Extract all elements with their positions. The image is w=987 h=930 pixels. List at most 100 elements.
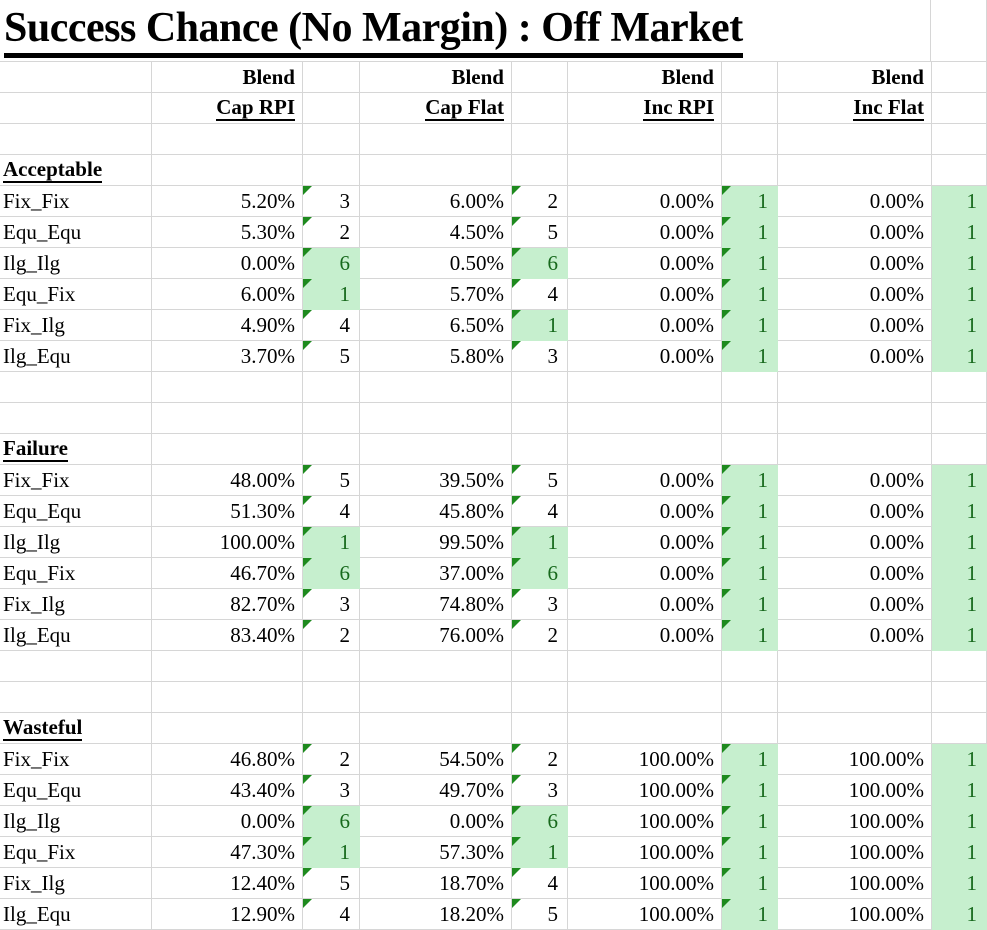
pct-acceptable-equ-fix-inc-flat[interactable]: 0.00% [778,279,932,310]
pct-acceptable-ilg-ilg-cap-rpi[interactable]: 0.00% [152,248,303,279]
empty-cell[interactable] [360,651,512,682]
rank-acceptable-equ-fix-cap-rpi[interactable]: 1 [303,279,360,310]
empty-cell[interactable] [778,434,932,465]
empty-cell[interactable] [512,124,568,155]
empty-cell[interactable] [152,651,303,682]
rank-failure-fix-fix-cap-rpi[interactable]: 5 [303,465,360,496]
pct-acceptable-equ-fix-inc-rpi[interactable]: 0.00% [568,279,722,310]
pct-failure-ilg-ilg-cap-flat[interactable]: 99.50% [360,527,512,558]
empty-cell[interactable] [568,682,722,713]
rank-wasteful-ilg-equ-inc-flat[interactable]: 1 [932,899,987,930]
pct-wasteful-ilg-equ-cap-rpi[interactable]: 12.90% [152,899,303,930]
pct-wasteful-fix-fix-inc-flat[interactable]: 100.00% [778,744,932,775]
empty-cell[interactable] [152,124,303,155]
empty-cell[interactable] [512,682,568,713]
pct-wasteful-equ-fix-cap-rpi[interactable]: 47.30% [152,837,303,868]
row-label-failure-ilg-equ[interactable]: Ilg_Equ [0,620,152,651]
rank-failure-ilg-equ-inc-rpi[interactable]: 1 [722,620,778,651]
row-label-failure-equ-equ[interactable]: Equ_Equ [0,496,152,527]
rank-failure-ilg-ilg-inc-flat[interactable]: 1 [932,527,987,558]
pct-acceptable-ilg-equ-cap-rpi[interactable]: 3.70% [152,341,303,372]
empty-cell[interactable] [0,372,152,403]
rank-acceptable-fix-fix-cap-flat[interactable]: 2 [512,186,568,217]
pct-failure-ilg-ilg-inc-flat[interactable]: 0.00% [778,527,932,558]
empty-cell[interactable] [360,372,512,403]
pct-acceptable-ilg-ilg-inc-rpi[interactable]: 0.00% [568,248,722,279]
rank-failure-ilg-equ-cap-rpi[interactable]: 2 [303,620,360,651]
rank-acceptable-fix-ilg-inc-rpi[interactable]: 1 [722,310,778,341]
row-label-wasteful-ilg-equ[interactable]: Ilg_Equ [0,899,152,930]
empty-cell[interactable] [303,372,360,403]
empty-cell[interactable] [778,155,932,186]
empty-cell[interactable] [778,682,932,713]
empty-cell[interactable] [932,93,987,124]
row-label-wasteful-ilg-ilg[interactable]: Ilg_Ilg [0,806,152,837]
pct-wasteful-fix-ilg-inc-rpi[interactable]: 100.00% [568,868,722,899]
pct-acceptable-ilg-ilg-cap-flat[interactable]: 0.50% [360,248,512,279]
column-header-cap-rpi[interactable]: Cap RPI [152,93,303,124]
empty-cell[interactable] [778,651,932,682]
pct-acceptable-fix-ilg-cap-rpi[interactable]: 4.90% [152,310,303,341]
empty-cell[interactable] [778,403,932,434]
empty-cell[interactable] [512,651,568,682]
empty-cell[interactable] [932,651,987,682]
rank-acceptable-ilg-ilg-cap-flat[interactable]: 6 [512,248,568,279]
rank-wasteful-equ-equ-cap-flat[interactable]: 3 [512,775,568,806]
empty-cell[interactable] [722,155,778,186]
rank-failure-fix-ilg-cap-flat[interactable]: 3 [512,589,568,620]
empty-cell[interactable] [303,124,360,155]
rank-failure-fix-fix-inc-rpi[interactable]: 1 [722,465,778,496]
empty-cell[interactable] [932,62,987,93]
empty-cell[interactable] [303,682,360,713]
rank-acceptable-fix-fix-inc-flat[interactable]: 1 [932,186,987,217]
empty-cell[interactable] [303,651,360,682]
empty-cell[interactable] [512,403,568,434]
pct-wasteful-ilg-ilg-inc-rpi[interactable]: 100.00% [568,806,722,837]
pct-wasteful-equ-fix-inc-rpi[interactable]: 100.00% [568,837,722,868]
pct-wasteful-equ-equ-cap-flat[interactable]: 49.70% [360,775,512,806]
pct-failure-equ-fix-inc-flat[interactable]: 0.00% [778,558,932,589]
pct-acceptable-ilg-equ-inc-flat[interactable]: 0.00% [778,341,932,372]
pct-wasteful-fix-fix-cap-rpi[interactable]: 46.80% [152,744,303,775]
rank-acceptable-fix-ilg-cap-flat[interactable]: 1 [512,310,568,341]
rank-wasteful-ilg-equ-cap-rpi[interactable]: 4 [303,899,360,930]
pct-acceptable-equ-fix-cap-flat[interactable]: 5.70% [360,279,512,310]
rank-wasteful-equ-fix-inc-flat[interactable]: 1 [932,837,987,868]
rank-failure-equ-fix-inc-rpi[interactable]: 1 [722,558,778,589]
rank-acceptable-ilg-equ-inc-rpi[interactable]: 1 [722,341,778,372]
pct-failure-fix-fix-cap-flat[interactable]: 39.50% [360,465,512,496]
empty-cell[interactable] [303,155,360,186]
pct-wasteful-equ-equ-cap-rpi[interactable]: 43.40% [152,775,303,806]
empty-cell[interactable] [152,372,303,403]
pct-wasteful-fix-ilg-cap-rpi[interactable]: 12.40% [152,868,303,899]
rank-failure-ilg-ilg-cap-rpi[interactable]: 1 [303,527,360,558]
empty-cell[interactable] [722,372,778,403]
pct-failure-equ-equ-cap-flat[interactable]: 45.80% [360,496,512,527]
empty-cell[interactable] [0,682,152,713]
empty-cell[interactable] [722,93,778,124]
empty-cell[interactable] [722,124,778,155]
rank-acceptable-equ-equ-inc-rpi[interactable]: 1 [722,217,778,248]
empty-cell[interactable] [568,124,722,155]
pct-acceptable-equ-equ-cap-flat[interactable]: 4.50% [360,217,512,248]
row-label-acceptable-equ-fix[interactable]: Equ_Fix [0,279,152,310]
sheet-title-cell[interactable]: Success Chance (No Margin) : Off Market [0,0,987,62]
rank-failure-fix-fix-inc-flat[interactable]: 1 [932,465,987,496]
blend-header-inc-rpi[interactable]: Blend [568,62,722,93]
empty-cell[interactable] [722,651,778,682]
pct-wasteful-equ-fix-inc-flat[interactable]: 100.00% [778,837,932,868]
rank-wasteful-fix-fix-inc-flat[interactable]: 1 [932,744,987,775]
empty-cell[interactable] [303,93,360,124]
rank-acceptable-ilg-ilg-inc-flat[interactable]: 1 [932,248,987,279]
pct-failure-ilg-ilg-cap-rpi[interactable]: 100.00% [152,527,303,558]
pct-acceptable-ilg-ilg-inc-flat[interactable]: 0.00% [778,248,932,279]
empty-cell[interactable] [932,682,987,713]
rank-wasteful-fix-fix-cap-rpi[interactable]: 2 [303,744,360,775]
pct-wasteful-fix-ilg-inc-flat[interactable]: 100.00% [778,868,932,899]
rank-wasteful-ilg-equ-inc-rpi[interactable]: 1 [722,899,778,930]
rank-failure-equ-equ-inc-flat[interactable]: 1 [932,496,987,527]
rank-wasteful-ilg-ilg-inc-flat[interactable]: 1 [932,806,987,837]
rank-failure-equ-equ-cap-rpi[interactable]: 4 [303,496,360,527]
pct-failure-fix-ilg-inc-rpi[interactable]: 0.00% [568,589,722,620]
empty-cell[interactable] [568,713,722,744]
